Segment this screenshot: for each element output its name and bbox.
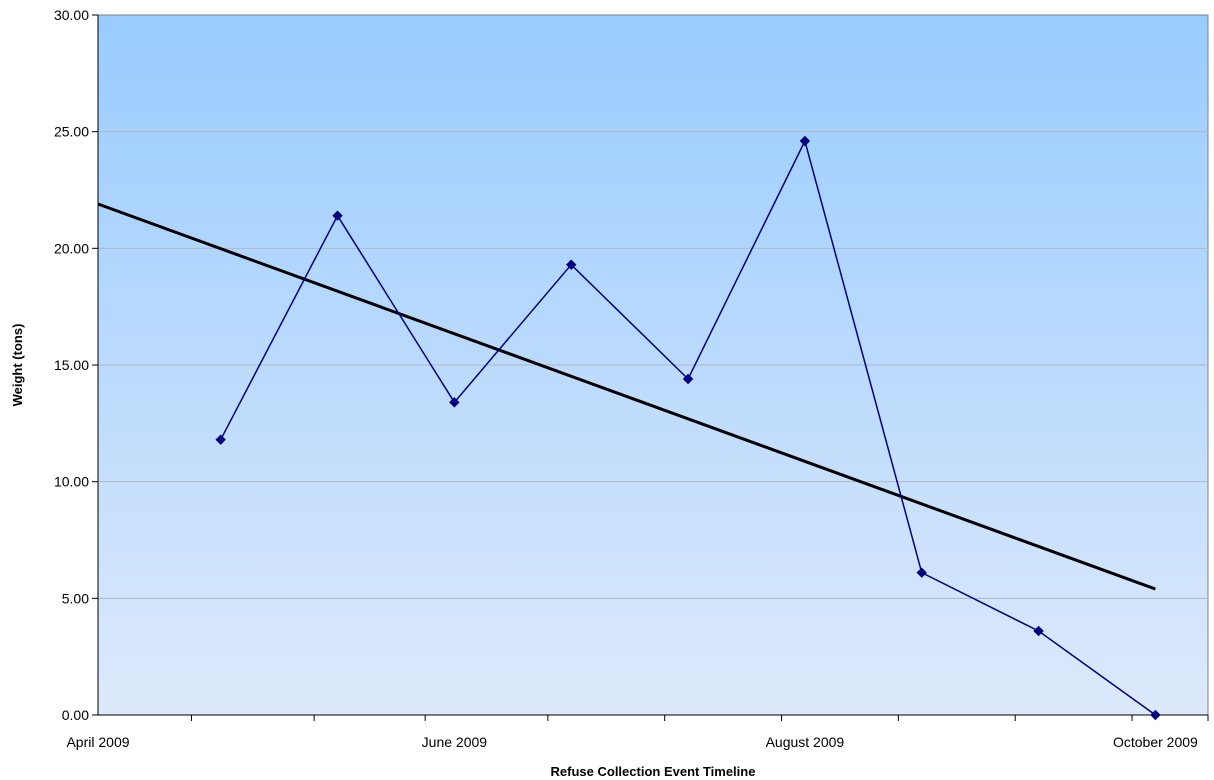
data-point: [215, 434, 226, 445]
x-tick-labels: April 2009 June 2009 August 2009 October 20…: [66, 734, 1198, 750]
x-tick-label: August 2009: [766, 734, 845, 750]
trendline-segment: [97, 202, 1156, 591]
data-point: [916, 567, 927, 578]
x-axis-title: Refuse Collection Event Timeline: [551, 764, 756, 779]
data-point: [1150, 709, 1161, 721]
x-tick-label: June 2009: [422, 734, 488, 750]
y-tick-label: 15.00: [54, 357, 89, 373]
data-point: [449, 397, 460, 408]
y-tick-label: 20.00: [54, 240, 89, 256]
x-tick-label: October 2009: [1113, 734, 1198, 750]
data-point: [1033, 625, 1044, 637]
y-tick-label: 25.00: [54, 124, 89, 140]
x-tick-label: April 2009: [66, 734, 129, 750]
y-tick-labels: 0.00 5.00 10.00 15.00 20.00 25.00 30.00: [54, 7, 89, 723]
trendline: [97, 202, 1156, 591]
data-point: [799, 135, 811, 147]
y-tick-label: 0.00: [62, 707, 89, 723]
y-tick-label: 30.00: [54, 7, 89, 23]
axes: [92, 14, 1209, 721]
data-point: [566, 259, 577, 270]
data-point: [682, 373, 694, 385]
gridlines: [98, 131, 1208, 599]
data-point: [332, 210, 343, 221]
y-axis-title: Weight (tons): [10, 324, 25, 407]
series-markers: [215, 135, 1161, 721]
y-tick-label: 10.00: [54, 474, 89, 490]
y-tick-label: 5.00: [62, 590, 89, 606]
